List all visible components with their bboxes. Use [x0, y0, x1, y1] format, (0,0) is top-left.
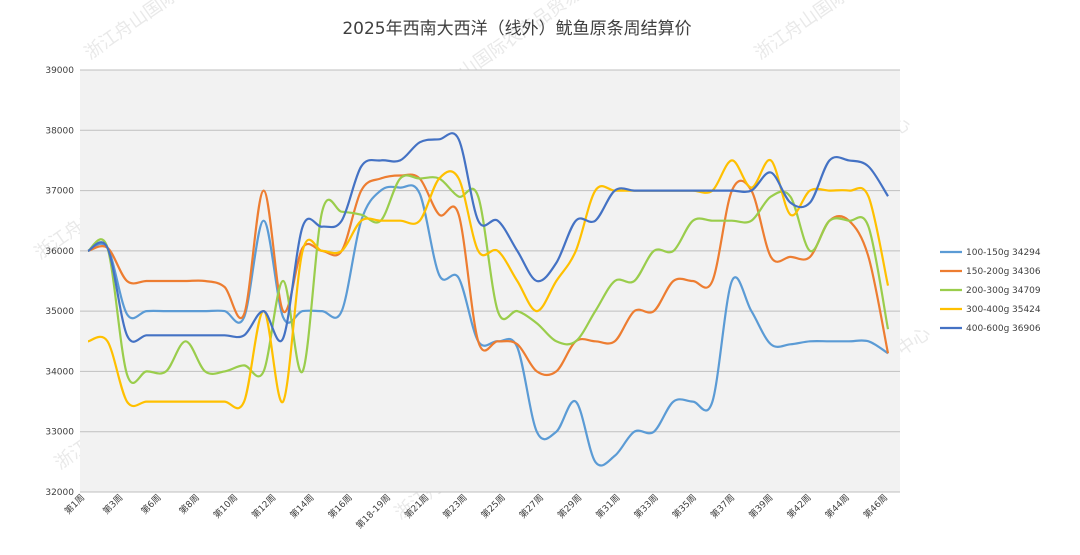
y-tick-label: 35000: [45, 307, 74, 317]
series-line-100-150g: [87, 184, 889, 467]
watermark-text: 浙江舟山国际农产品贸易中心: [751, 0, 955, 64]
x-tick-label: 第35周: [670, 492, 699, 521]
y-tick-label: 36000: [45, 247, 74, 257]
x-tick-label: 第29周: [555, 492, 584, 521]
x-tick-label: 第18-19周: [353, 492, 393, 532]
legend-label: 200-300g: [966, 286, 1009, 296]
series-line-200-300g: [87, 174, 890, 384]
y-tick-label: 34000: [45, 367, 74, 377]
x-tick-label: 第44周: [823, 492, 852, 521]
x-tick-label: 第6周: [138, 492, 163, 517]
y-tick-label: 38000: [45, 126, 74, 136]
x-tick-label: 第16周: [325, 492, 354, 521]
legend-value: 35424: [1012, 305, 1041, 315]
y-axis: 32000 33000 34000 35000 36000 37000 38000 39000: [45, 66, 900, 498]
watermark-text: 浙江舟山国际农产品贸易中心: [81, 0, 285, 64]
x-axis: 第1周 第3周 第6周 第8周 第10周 第12周 第14周 第16周 第18-19周 第21周第…: [62, 492, 890, 532]
x-tick-label: 第25周: [478, 492, 507, 521]
legend-value: 34294: [1012, 248, 1041, 258]
x-tick-label: 第27周: [517, 492, 546, 521]
x-tick-label: 第23周: [440, 492, 469, 521]
x-tick-label: 第14周: [287, 492, 316, 521]
y-tick-label: 32000: [45, 488, 74, 498]
legend-label: 150-200g: [966, 267, 1009, 277]
x-tick-label: 第37周: [708, 492, 737, 521]
legend-label: 400-600g: [966, 324, 1009, 334]
legend-label: 100-150g: [966, 248, 1009, 258]
legend-value: 34306: [1012, 267, 1041, 277]
x-tick-label: 第42周: [784, 492, 813, 521]
plot-area: [80, 70, 900, 492]
x-tick-label: 第10周: [211, 492, 240, 521]
x-tick-label: 第39周: [746, 492, 775, 521]
x-tick-label: 第3周: [100, 492, 125, 517]
series-lines: [87, 132, 890, 467]
legend-label: 300-400g: [966, 305, 1009, 315]
chart-title: 2025年西南大西洋（线外）鱿鱼原条周结算价: [342, 19, 691, 39]
y-tick-label: 37000: [45, 187, 74, 197]
legend-value: 34709: [1012, 286, 1041, 296]
x-tick-label: 第8周: [177, 492, 202, 517]
y-tick-label: 39000: [45, 66, 74, 76]
x-tick-label: 第12周: [249, 492, 278, 521]
x-tick-label: 第33周: [631, 492, 660, 521]
series-line-400-600g: [87, 132, 889, 343]
x-tick-label: 第31周: [593, 492, 622, 521]
legend-value: 36906: [1012, 324, 1041, 334]
x-tick-label: 第46周: [861, 492, 890, 521]
y-tick-label: 33000: [45, 428, 74, 438]
series-line-300-400g: [87, 159, 890, 410]
